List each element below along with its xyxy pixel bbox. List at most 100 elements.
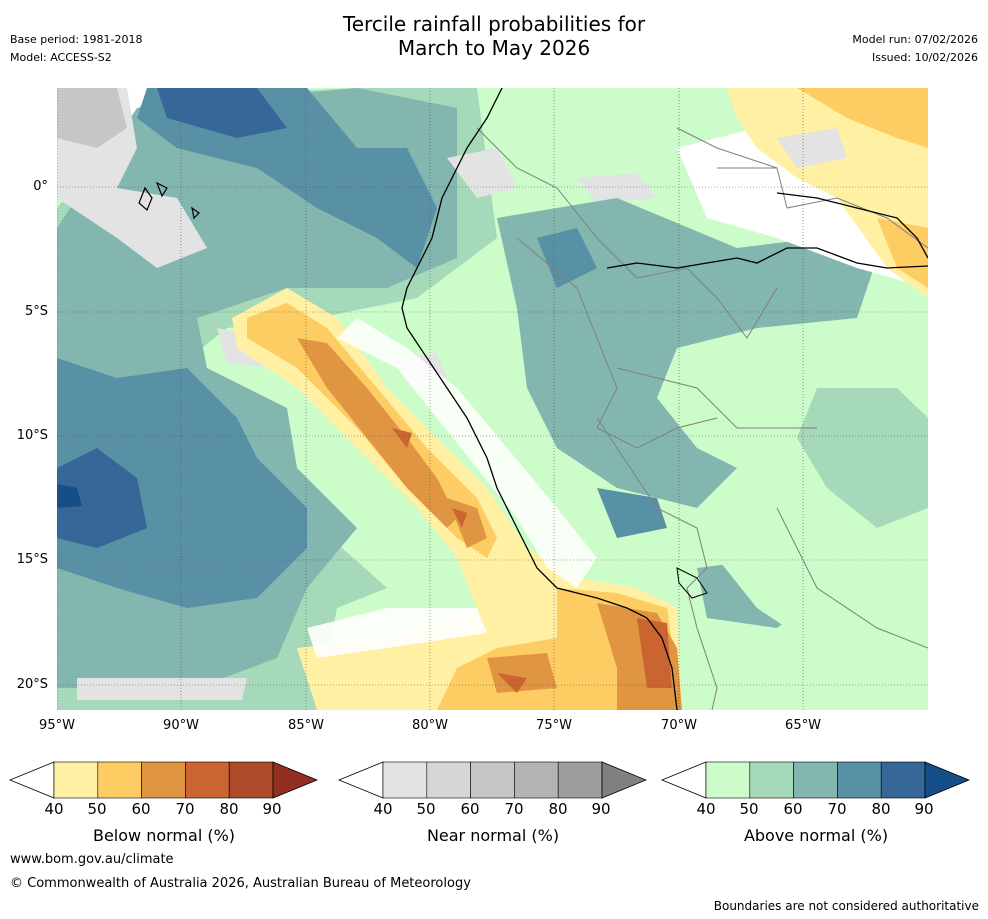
coast-below-70-southwest	[497, 673, 527, 693]
lat-label-0: 0°	[33, 179, 48, 194]
lon-label-85w: 85°W	[288, 718, 324, 733]
cb-below-tick-60: 60	[131, 800, 151, 818]
colorbar-segment	[557, 761, 603, 799]
coast-white-south	[307, 608, 487, 658]
colorbar-segment	[749, 761, 794, 799]
model-run: Model run: 07/02/2026	[852, 33, 978, 46]
colorbar-left-arrow	[8, 761, 55, 799]
colorbar-right-arrow	[601, 761, 648, 799]
colorbar-segment	[793, 761, 838, 799]
colorbar-right-arrow	[924, 761, 971, 799]
cb-near-tick-80: 80	[548, 800, 568, 818]
model-name: Model: ACCESS-S2	[10, 51, 112, 64]
lat-label-5s: 5°S	[24, 304, 48, 319]
northeast-below-40	[727, 88, 928, 298]
northeast-grey	[777, 128, 847, 168]
colorbar-segment	[53, 761, 99, 799]
cb-above-tick-90: 90	[914, 800, 934, 818]
land-above-50-east	[797, 388, 928, 528]
lat-label-20s: 20°S	[16, 677, 48, 692]
base-period: Base period: 1981-2018	[10, 33, 143, 46]
cb-above-tick-40: 40	[696, 800, 716, 818]
country-borders	[476, 127, 928, 710]
cb-above-tick-50: 50	[739, 800, 759, 818]
issued-date: Issued: 10/02/2026	[871, 51, 978, 64]
coast-below-60-southwest	[487, 653, 557, 693]
lat-label-10s: 10°S	[16, 428, 48, 443]
northeast-below-50	[797, 88, 928, 148]
ocean-above-90	[57, 484, 82, 508]
probability-map	[57, 88, 928, 710]
lat-label-15s: 15°S	[16, 552, 48, 567]
title-line-2: March to May 2026	[397, 36, 591, 60]
colorbar-above	[660, 761, 971, 799]
cb-below-tick-80: 80	[219, 800, 239, 818]
colorbar-right-arrow	[272, 761, 319, 799]
near-normal-southwest	[77, 678, 247, 700]
disclaimer: Boundaries are not considered authoritat…	[713, 899, 979, 913]
map-svg	[57, 88, 928, 710]
meta-left: Base period: 1981-2018 Model: ACCESS-S2	[10, 31, 142, 67]
coast-below-70-south	[637, 618, 672, 688]
cb-near-tick-50: 50	[416, 800, 436, 818]
cb-above-tick-70: 70	[827, 800, 847, 818]
ocean-above-70-north	[137, 88, 437, 268]
colorbar-segment	[141, 761, 186, 799]
colorbar-left-arrow	[660, 761, 707, 799]
cb-near-tick-90: 90	[591, 800, 611, 818]
colorbar-segment	[382, 761, 428, 799]
ocean-above-80	[57, 448, 147, 548]
colorbar-segment	[470, 761, 515, 799]
lake-titicaca	[676, 567, 708, 599]
lon-label-95w: 95°W	[39, 718, 75, 733]
colorbar-segment	[514, 761, 559, 799]
lon-label-70w: 70°W	[661, 718, 697, 733]
colorbar-segment	[880, 761, 926, 799]
coast-below-60	[297, 338, 457, 528]
colorbar-near	[337, 761, 648, 799]
colorbar-segment	[185, 761, 230, 799]
ocean-above-70	[57, 358, 307, 608]
website-link[interactable]: www.bom.gov.au/climate	[10, 852, 174, 867]
meta-right: Model run: 07/02/2026 Issued: 10/02/2026	[852, 31, 978, 67]
colorbar-segment	[837, 761, 882, 799]
land-above-70-b	[537, 228, 597, 288]
cb-near-tick-60: 60	[460, 800, 480, 818]
ocean-above-80-north	[157, 88, 287, 138]
coastlines	[401, 88, 928, 710]
lon-label-75w: 75°W	[536, 718, 572, 733]
cb-below-tick-70: 70	[175, 800, 195, 818]
lon-label-65w: 65°W	[785, 718, 821, 733]
colorbar-below	[8, 761, 319, 799]
coast-below-70	[392, 428, 412, 448]
cb-below-tick-90: 90	[262, 800, 282, 818]
land-above-70	[597, 488, 667, 538]
colorbar-left-arrow	[337, 761, 384, 799]
lon-label-90w: 90°W	[163, 718, 199, 733]
chart-title: Tercile rainfall probabilities for March…	[0, 12, 988, 60]
colorbar-strip	[8, 761, 971, 799]
cb-above-tick-60: 60	[783, 800, 803, 818]
colorbar-above-label: Above normal (%)	[743, 826, 889, 845]
colorbar-segment	[426, 761, 471, 799]
galapagos-islands	[138, 181, 200, 220]
near-normal-northwest-dark	[57, 88, 127, 148]
land-above-60	[497, 198, 877, 508]
title-line-1: Tercile rainfall probabilities for	[342, 12, 646, 36]
lon-label-80w: 80°W	[412, 718, 448, 733]
cb-above-tick-80: 80	[871, 800, 891, 818]
colorbar-segment	[228, 761, 274, 799]
cb-below-tick-50: 50	[87, 800, 107, 818]
cb-below-tick-40: 40	[44, 800, 64, 818]
coast-white-band	[337, 318, 597, 588]
cb-near-tick-70: 70	[504, 800, 524, 818]
near-normal-north-land-2	[577, 173, 657, 203]
colorbar-near-label: Near normal (%)	[426, 826, 560, 845]
colorbar-segment	[705, 761, 751, 799]
colorbar-below-label: Below normal (%)	[92, 826, 236, 845]
graticule	[57, 88, 928, 710]
colorbar-segment	[97, 761, 142, 799]
cb-near-tick-40: 40	[373, 800, 393, 818]
near-normal-north-land	[447, 148, 517, 198]
copyright: © Commonwealth of Australia 2026, Austra…	[10, 876, 471, 891]
